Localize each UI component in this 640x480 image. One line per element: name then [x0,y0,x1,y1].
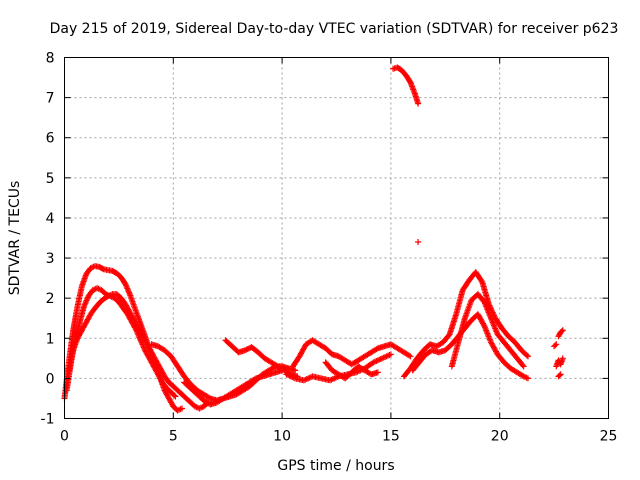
series-track-17 [555,327,566,340]
series-track-15 [551,341,560,350]
data-point-marker [524,353,531,360]
data-point-marker [387,351,394,358]
y-tick-label: 8 [46,51,55,67]
data-point-marker [480,321,487,328]
y-tick-label: 6 [46,131,55,147]
data-point-marker [552,342,559,349]
y-tick-label: 4 [46,211,55,227]
y-tick-label: 3 [46,251,55,267]
y-tick-label: 7 [46,91,55,107]
ticks-layer [64,57,609,419]
y-tick-label: 0 [46,371,55,387]
data-point-marker [243,346,250,353]
data-point-marker [523,352,530,359]
data-point-marker [251,376,258,383]
data-point-marker [244,346,251,353]
data-point-marker [557,371,564,378]
x-tick-label: 15 [382,429,400,445]
data-point-marker [374,369,381,376]
data-point-marker [406,352,413,359]
x-tick-labels: 0 5 10 15 20 25 [60,429,617,445]
x-tick-label: 20 [491,429,509,445]
plot-frame [64,57,609,419]
series-track-5 [181,367,286,408]
data-point-marker [292,367,299,374]
data-point-marker [415,100,422,107]
data-point-marker [179,405,186,412]
data-point-marker [559,355,566,362]
x-axis-label: GPS time / hours [277,458,394,474]
y-tick-label: -1 [41,412,55,428]
data-point-marker [177,406,184,413]
data-point-marker [415,239,422,246]
y-tick-label: 5 [46,171,55,187]
data-point-marker [171,392,178,399]
data-point-marker [559,327,566,334]
data-point-marker [519,362,526,369]
series-track-14 [409,311,531,382]
x-tick-label: 0 [60,429,69,445]
data-point-marker [556,372,563,379]
data-point-marker [407,353,414,360]
marks-layer [61,64,566,414]
grid-layer [64,57,609,419]
data-point-marker [242,347,249,354]
series-track-13 [448,291,527,370]
series-track-12 [400,269,531,380]
series-track-3 [65,291,212,412]
x-tick-label: 25 [600,429,618,445]
data-point-marker [172,393,179,400]
data-point-marker [524,375,531,382]
series-track-9 [322,359,381,382]
data-point-marker [373,346,380,353]
y-tick-label: 1 [46,331,55,347]
series-track-11 [415,239,422,246]
series-track-18 [555,371,564,380]
series-track-7 [289,337,414,370]
data-point-marker [205,394,212,401]
x-tick-label: 5 [169,429,178,445]
series-track-16 [553,355,566,370]
data-point-marker [478,277,485,284]
x-tick-label: 10 [273,429,291,445]
data-point-marker [520,363,527,370]
y-tick-labels: -1 0 1 2 3 4 5 6 7 8 [41,51,55,428]
data-point-marker [553,341,560,348]
y-axis-label: SDTVAR / TECUs [7,181,23,296]
chart-title: Day 215 of 2019, Sidereal Day-to-day VTE… [50,21,619,37]
y-tick-label: 2 [46,291,55,307]
data-point-marker [558,328,565,335]
series-track-10 [390,64,422,107]
